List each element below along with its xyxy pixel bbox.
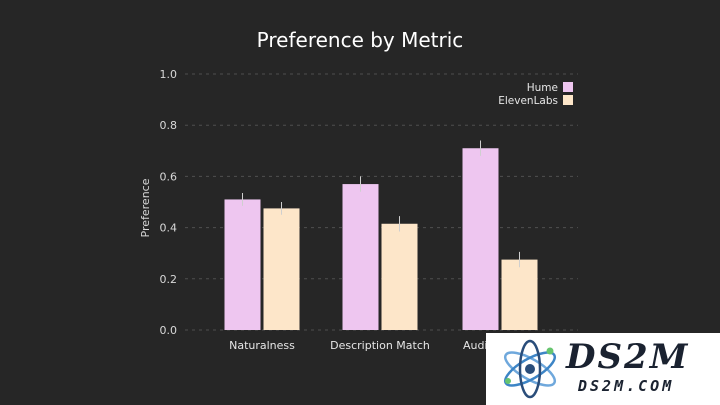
bar-hume-0 [224,199,261,330]
y-tick-label: 0.4 [160,222,178,235]
x-category-label: Naturalness [229,339,295,352]
bars [224,140,538,330]
y-tick-label: 0.2 [160,273,178,286]
y-tick-label: 1.0 [160,68,178,81]
watermark-subtitle: DS2M.COM [578,377,675,395]
y-axis-ticks: 0.0 0.2 0.4 0.6 0.8 1.0 [160,68,178,337]
legend-swatch [563,82,573,92]
y-axis-label: Preference [139,178,152,237]
chart-title: Preference by Metric [257,28,464,52]
bar-elevenlabs-1 [381,223,418,330]
legend-label: ElevenLabs [498,95,558,107]
bar-hume-1 [342,184,379,330]
y-tick-label: 0.8 [160,119,178,132]
y-tick-label: 0.0 [160,324,178,337]
watermark-name: DS2M [566,337,690,377]
bar-elevenlabs-0 [263,208,300,330]
x-category-label: Description Match [330,339,430,352]
watermark: DS2M DS2M.COM [486,333,720,405]
bar-elevenlabs-2 [501,259,538,330]
y-tick-label: 0.6 [160,170,178,183]
legend-label: Hume [527,82,558,94]
bar-hume-2 [462,148,499,330]
legend-swatch [563,95,573,105]
atom-logo-icon [503,339,557,399]
